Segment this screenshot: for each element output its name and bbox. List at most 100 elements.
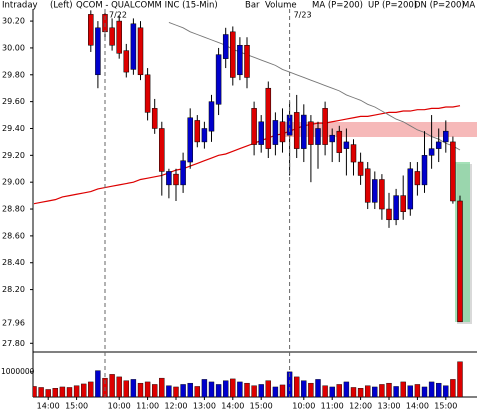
volume-bar [215,384,222,397]
volume-bar [95,370,101,397]
candle-body [201,128,208,143]
candle-body [230,31,236,78]
candle-body [208,101,215,132]
volume-bar [73,385,80,397]
volume-bar [443,385,449,397]
y-tick-label: 27.80 [2,339,25,348]
x-tick-label: 15:00 [250,402,273,411]
volume-bar [294,376,300,397]
volume-tick-label: 1000000 [1,367,35,376]
candle-body [372,179,378,203]
candle-body [322,108,328,145]
chart-title: QCOM - QUALCOMM INC (15-Min) [76,1,218,11]
volume-bar [400,381,406,397]
x-tick-label: 11:00 [136,402,159,411]
volume-bar [244,382,250,397]
x-tick-label: 14:00 [406,402,429,411]
volume-bar [237,381,243,397]
volume-bar [80,383,87,397]
volume-bar [166,385,172,397]
candle-body [457,200,463,323]
volume-bar [421,386,428,397]
candle-body [215,54,222,105]
volume-bar [52,388,58,397]
x-tick-label: 12:00 [164,402,187,411]
volume-bar [173,386,179,397]
volume-bar [109,374,115,397]
candle-body [343,141,350,149]
candle-body [151,108,158,129]
volume-bar [450,379,456,397]
y-tick-label: 28.40 [2,258,25,267]
volume-bar [265,380,271,397]
volume-bar [322,385,328,397]
volume-bar [436,382,442,397]
volume-bar [137,382,144,397]
candle-body [251,108,257,145]
volume-bar [372,386,378,397]
candle-body [144,74,151,113]
volume-bar [116,376,122,397]
x-tick-label: 12:00 [349,402,372,411]
x-tick-label: 14:00 [221,402,244,411]
y-tick-label: 28.20 [2,285,25,294]
volume-bar [343,381,350,397]
header-label: Bar [245,1,260,11]
candle-body [88,14,94,46]
x-tick-label: 13:00 [193,402,216,411]
legend-entry: DN (P=200) [414,1,465,11]
volume-bar [33,386,37,397]
volume-bar [428,381,435,397]
volume-bar [159,377,165,397]
volume-bar [38,387,44,397]
volume-bar [407,385,413,397]
volume-bar [45,389,51,397]
volume-bar [350,387,357,397]
volume-bar [180,384,186,397]
candle-body [443,130,449,143]
candle-body [414,171,421,186]
candle-body [379,179,385,210]
candle-body [428,148,435,156]
volume-bar [336,384,342,397]
x-tick-label: 15:00 [434,402,457,411]
candle-body [272,120,279,145]
volume-bar [222,380,229,397]
volume-bar [315,379,321,397]
volume-bar [357,388,364,397]
volume-bar [251,385,257,397]
y-tick-label: 28.80 [2,205,25,214]
candle-body [194,120,201,143]
volume-bar [88,381,94,397]
x-tick-label: 11:00 [321,402,344,411]
volume-bar [286,371,293,397]
candle-body [222,34,229,59]
volume-bar [329,386,335,397]
candle-body [364,168,371,203]
x-tick-label: 10:00 [292,402,315,411]
x-tick-label: 13:00 [377,402,400,411]
candle-body [95,27,101,76]
volume-bar [187,382,193,397]
candle-body [180,160,186,186]
volume-bar [230,378,236,397]
volume-bar [365,385,371,397]
candle-body [357,161,364,176]
volume-bar [66,387,73,397]
candle-body [166,171,172,186]
candle-body [130,23,137,70]
volume-bar [258,384,264,397]
volume-bar [151,384,158,397]
candle-body [159,128,165,172]
candle-body [258,121,264,145]
candle-body [237,44,243,76]
candle-body [187,117,193,163]
volume-bar [301,380,307,397]
candle-body [435,141,442,149]
date-label: 7/22 [109,11,127,20]
candle-body [116,20,122,54]
ma-line [168,22,461,151]
candle-body [450,141,456,202]
candle-body [279,121,286,143]
